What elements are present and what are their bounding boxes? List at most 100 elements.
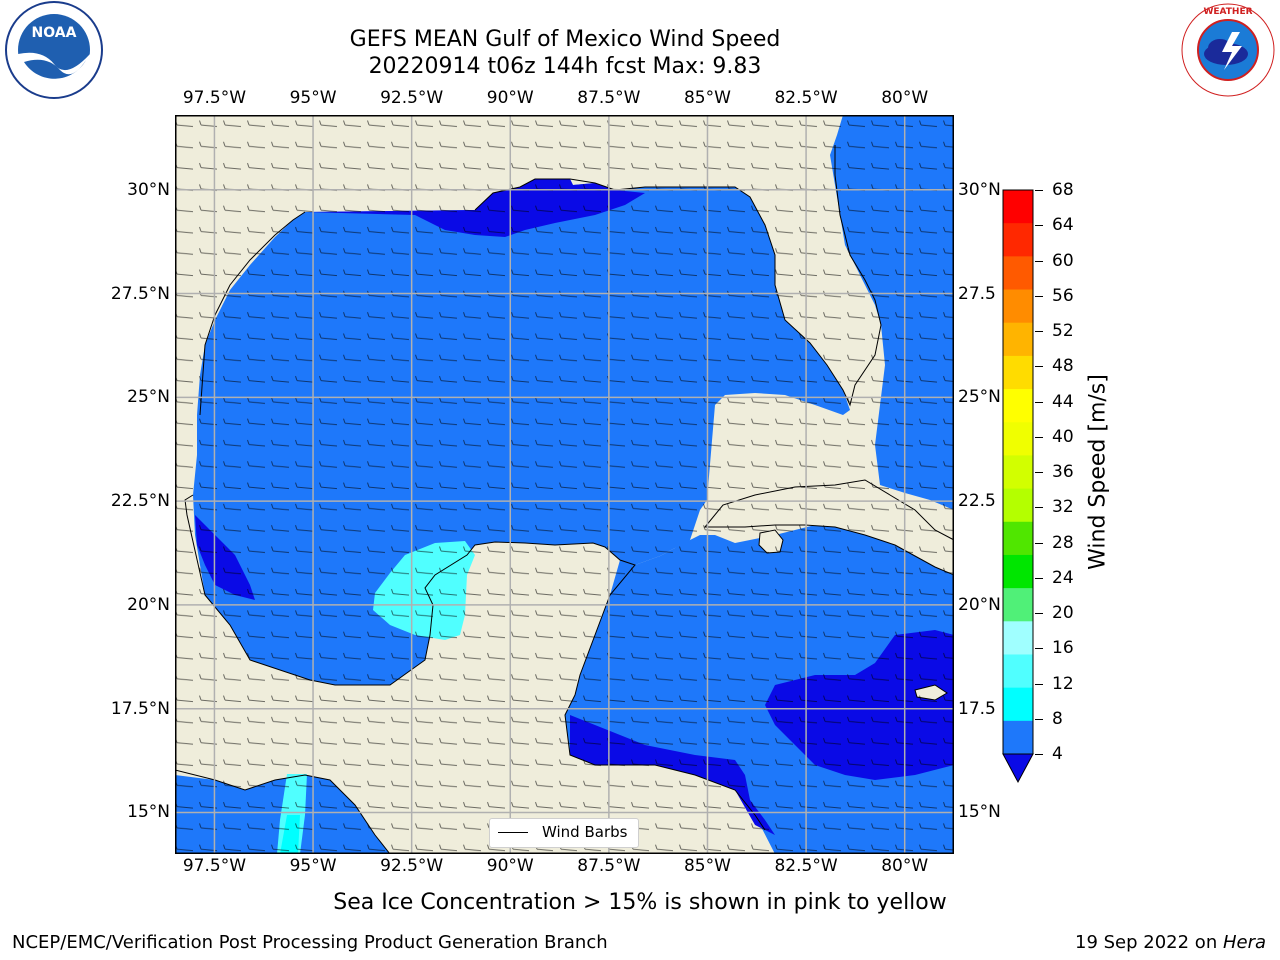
colorbar-tick-label: 16	[1052, 638, 1074, 659]
colorbar-band	[1003, 621, 1033, 655]
colorbar-tick-mark	[1035, 260, 1043, 262]
colorbar-tick-mark	[1035, 754, 1043, 755]
lat-tick-label: 27.5°N	[110, 283, 170, 304]
colorbar-tick-label: 12	[1052, 673, 1074, 694]
colorbar	[1002, 189, 1034, 784]
lat-tick-label: 25°N	[127, 387, 170, 408]
colorbar-tick-mark	[1035, 577, 1043, 579]
lat-tick-label: 22.5°N	[110, 491, 170, 512]
colorbar-tick-label: 8	[1052, 708, 1063, 729]
colorbar-band	[1003, 687, 1033, 722]
colorbar-tick-mark	[1035, 542, 1043, 544]
lat-tick-label: 15°N	[127, 802, 170, 823]
lon-tick-label: 95°W	[289, 856, 337, 876]
colorbar-band	[1003, 654, 1033, 689]
colorbar-tick-label: 32	[1052, 497, 1074, 518]
noaa-logo: NOAA	[2, 0, 106, 104]
legend-line	[498, 832, 528, 834]
caption: Sea Ice Concentration > 15% is shown in …	[333, 890, 947, 915]
chart-subtitle: 20220914 t06z 144h fcst Max: 9.83	[368, 54, 762, 79]
colorbar-tick-mark	[1035, 718, 1043, 720]
footer-left: NCEP/EMC/Verification Post Processing Pr…	[12, 932, 608, 953]
gridlines	[175, 115, 954, 854]
lon-tick-label: 80°W	[881, 856, 929, 876]
lon-tick-label: 95°W	[289, 88, 337, 108]
nws-logo: WEATHER	[1180, 2, 1276, 98]
footer-right: 19 Sep 2022 on Hera	[1075, 932, 1266, 953]
colorbar-tick-mark	[1035, 613, 1043, 614]
lon-tick-label: 92.5°W	[380, 856, 444, 876]
lat-tick-label: 30°N	[127, 179, 170, 200]
colorbar-tick-mark	[1035, 648, 1043, 650]
colorbar-tick-label: 40	[1052, 426, 1074, 447]
lon-tick-label: 90°W	[486, 88, 534, 108]
legend: Wind Barbs	[489, 818, 639, 848]
colorbar-tick-label: 20	[1052, 603, 1074, 623]
colorbar-band	[1003, 389, 1033, 423]
colorbar-tick-mark	[1035, 225, 1043, 227]
colorbar-tick-label: 68	[1052, 180, 1074, 200]
colorbar-tick-mark	[1035, 190, 1043, 191]
colorbar-band	[1003, 720, 1033, 755]
colorbar-tick-label: 56	[1052, 285, 1074, 306]
colorbar-band	[1003, 521, 1033, 556]
lon-tick-label: 82.5°W	[774, 856, 838, 876]
colorbar-tick-mark	[1035, 683, 1043, 685]
colorbar-band	[1003, 289, 1033, 324]
map-plot	[175, 115, 954, 854]
colorbar-tick-mark	[1035, 472, 1043, 473]
colorbar-tick-label: 44	[1052, 391, 1074, 412]
colorbar-tick-label: 52	[1052, 321, 1074, 341]
lat-tick-label: 17.5	[958, 698, 996, 719]
colorbar-tick-label: 64	[1052, 215, 1074, 236]
colorbar-band	[1003, 256, 1033, 291]
lon-tick-label: 90°W	[486, 856, 534, 876]
colorbar-tick-mark	[1035, 507, 1043, 509]
colorbar-tick-label: 36	[1052, 462, 1074, 482]
lat-tick-label: 20°N	[127, 594, 170, 615]
chart-title: GEFS MEAN Gulf of Mexico Wind Speed	[349, 27, 781, 52]
wind-barbs	[175, 115, 954, 854]
colorbar-tick-label: 4	[1052, 744, 1063, 764]
colorbar-tick-mark	[1035, 401, 1043, 403]
legend-label: Wind Barbs	[542, 823, 628, 841]
colorbar-band	[1003, 322, 1033, 357]
svg-text:WEATHER: WEATHER	[1203, 7, 1252, 17]
lat-tick-label: 22.5	[958, 491, 996, 512]
colorbar-band	[1003, 223, 1033, 257]
lat-tick-label: 27.5	[958, 283, 996, 304]
colorbar-tick-label: 24	[1052, 567, 1074, 588]
svg-text:NOAA: NOAA	[32, 25, 77, 41]
lon-tick-label: 82.5°W	[774, 88, 838, 108]
lon-tick-label: 85°W	[683, 88, 731, 108]
footer-host: Hera	[1222, 932, 1266, 953]
lon-tick-label: 97.5°W	[182, 856, 247, 876]
lat-tick-label: 20°N	[958, 594, 1001, 615]
colorbar-band	[1003, 488, 1033, 523]
colorbar-label: Wind Speed [m/s]	[1085, 374, 1111, 570]
lon-tick-label: 80°W	[881, 88, 929, 108]
colorbar-band	[1003, 190, 1033, 224]
colorbar-tick-label: 48	[1052, 356, 1074, 377]
lon-tick-label: 87.5°W	[577, 88, 641, 108]
colorbar-tick-mark	[1035, 331, 1043, 332]
colorbar-band	[1003, 455, 1033, 490]
colorbar-tick-label: 60	[1052, 250, 1074, 271]
lon-tick-label: 97.5°W	[182, 88, 247, 108]
colorbar-tick-label: 28	[1052, 532, 1074, 553]
colorbar-tick-mark	[1035, 436, 1043, 438]
colorbar-band	[1003, 355, 1033, 390]
lat-tick-label: 15°N	[958, 802, 1001, 823]
colorbar-band	[1003, 554, 1033, 589]
colorbar-band	[1003, 422, 1033, 456]
lat-tick-label: 30°N	[958, 179, 1001, 200]
colorbar-tick-mark	[1035, 366, 1043, 368]
footer-date: 19 Sep 2022 on	[1075, 932, 1223, 953]
colorbar-band	[1003, 588, 1033, 622]
lon-tick-label: 87.5°W	[577, 856, 641, 876]
colorbar-extend-arrow	[1002, 753, 1034, 784]
lat-tick-label: 17.5°N	[110, 698, 170, 719]
lat-tick-label: 25°N	[958, 387, 1001, 408]
lon-tick-label: 85°W	[683, 856, 731, 876]
colorbar-tick-mark	[1035, 295, 1043, 297]
